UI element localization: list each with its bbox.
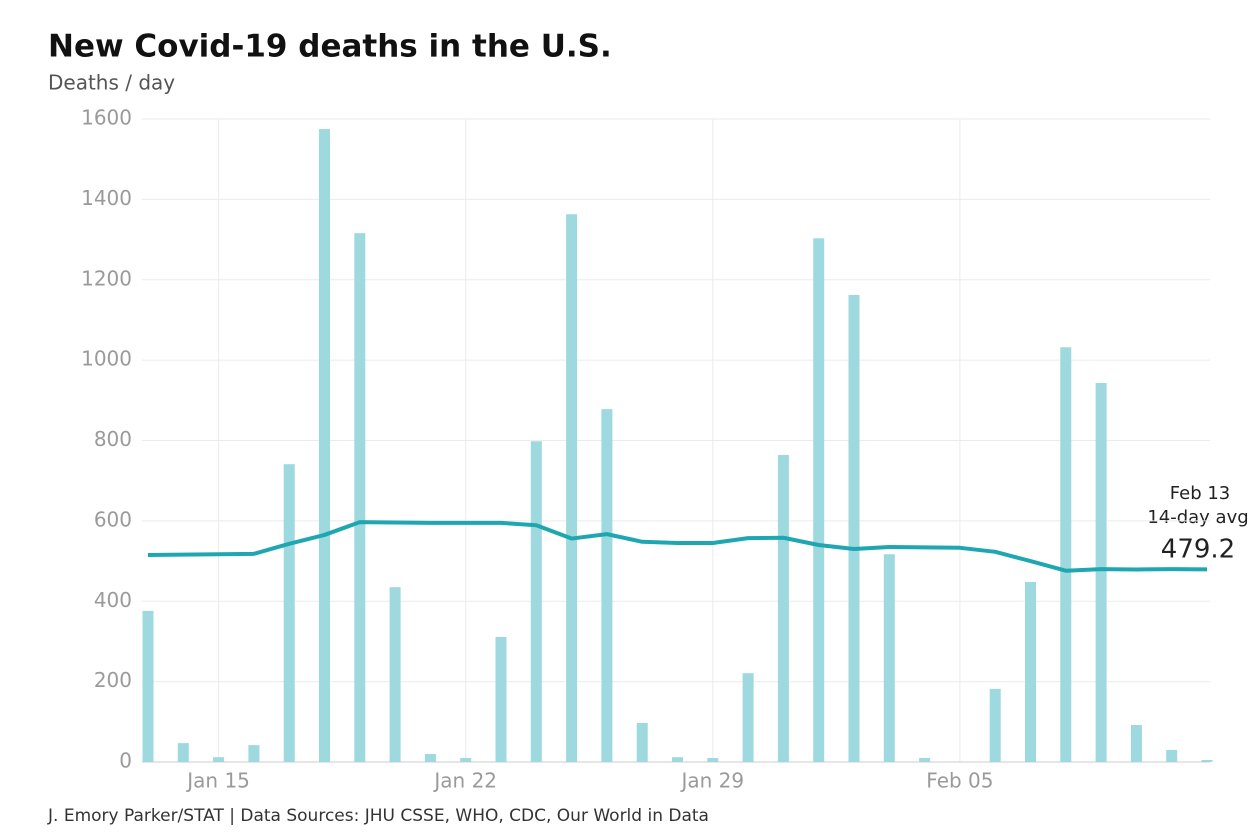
- bar: [1166, 749, 1178, 762]
- bar: [460, 757, 472, 762]
- bar: [389, 587, 401, 762]
- bar: [566, 214, 578, 762]
- bar: [883, 554, 895, 762]
- bar: [424, 753, 436, 762]
- avg-line: [147, 520, 1208, 573]
- bar: [601, 409, 613, 762]
- y-tick-label: 0: [119, 749, 132, 773]
- y-tick-label: 1000: [81, 347, 132, 371]
- x-tick-label: Jan 15: [185, 769, 250, 793]
- bar: [283, 464, 295, 762]
- bar: [354, 233, 366, 762]
- y-tick-label: 800: [94, 427, 132, 451]
- bar: [848, 295, 860, 762]
- x-tick-label: Jan 29: [679, 769, 744, 793]
- bar: [248, 745, 260, 762]
- annotation-label: 14-day avg: [1147, 507, 1248, 528]
- bar: [1060, 347, 1072, 762]
- bar: [707, 757, 719, 762]
- bar: [813, 238, 825, 762]
- bar: [319, 129, 330, 762]
- bar: [177, 743, 189, 762]
- bar: [742, 673, 754, 762]
- bar: [919, 757, 931, 762]
- y-tick-label: 400: [94, 588, 132, 612]
- bar: [636, 723, 648, 762]
- bar: [672, 757, 683, 762]
- bar: [1201, 759, 1213, 762]
- bar: [1130, 725, 1142, 762]
- bar: [495, 637, 507, 762]
- bar: [213, 757, 225, 762]
- bar: [1095, 383, 1107, 762]
- source-note: J. Emory Parker/STAT | Data Sources: JHU…: [47, 806, 709, 826]
- chart-title: New Covid-19 deaths in the U.S.: [48, 29, 612, 65]
- y-tick-label: 1400: [81, 186, 132, 210]
- bar: [777, 454, 789, 762]
- bar: [989, 688, 1001, 762]
- y-tick-label: 1200: [81, 266, 132, 290]
- chart-subtitle: Deaths / day: [48, 71, 175, 95]
- y-tick-label: 200: [94, 668, 132, 692]
- bar: [142, 610, 154, 762]
- y-tick-label: 600: [94, 507, 132, 531]
- x-tick-label: Jan 22: [432, 769, 497, 793]
- bar: [1025, 581, 1036, 762]
- bar: [530, 441, 542, 762]
- y-tick-label: 1600: [81, 106, 132, 130]
- annotation-value: 479.2: [1161, 535, 1235, 565]
- annotation-date: Feb 13: [1170, 483, 1231, 504]
- x-tick-label: Feb 05: [926, 769, 993, 793]
